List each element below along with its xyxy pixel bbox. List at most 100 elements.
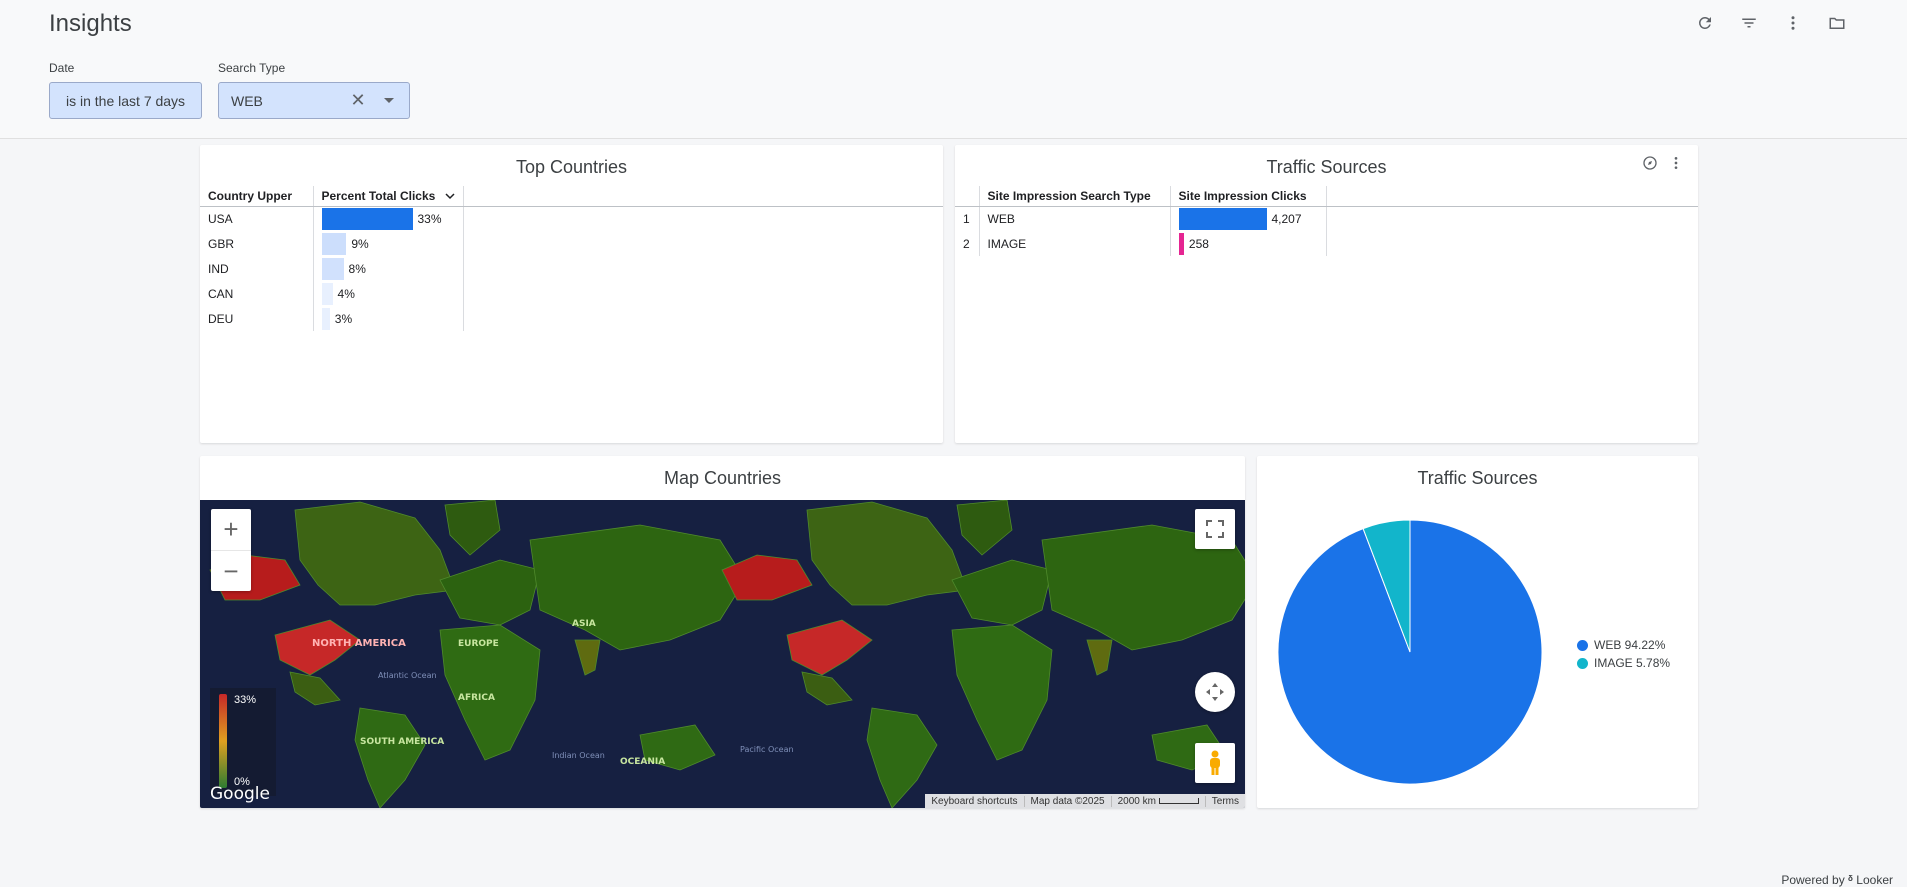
column-header-impression-clicks[interactable]: Site Impression Clicks bbox=[1170, 186, 1327, 207]
map-scale: 2000 km bbox=[1110, 795, 1205, 807]
more-vert-icon[interactable] bbox=[1783, 12, 1803, 34]
chevron-down-icon[interactable] bbox=[369, 83, 409, 118]
percent-label: 9% bbox=[351, 236, 369, 251]
zoom-out-button[interactable]: − bbox=[211, 550, 251, 591]
date-filter-label: Date bbox=[49, 61, 75, 75]
street-view-button[interactable] bbox=[1195, 743, 1235, 783]
percent-bar bbox=[321, 232, 347, 255]
percent-cell: 8% bbox=[313, 256, 464, 281]
legend-dot bbox=[1577, 639, 1588, 651]
legend-label: IMAGE 5.78% bbox=[1594, 656, 1671, 670]
pie-slice-image[interactable] bbox=[1362, 519, 1411, 653]
percent-cell: 3% bbox=[313, 306, 464, 331]
table-row[interactable]: DEU 3% bbox=[200, 306, 943, 331]
map-countries-title: Map Countries bbox=[663, 468, 782, 488]
sort-desc-icon[interactable] bbox=[445, 189, 455, 203]
date-filter: Date is in the last 7 days bbox=[49, 61, 203, 119]
pie-legend: WEB 94.22% IMAGE 5.78% bbox=[1577, 636, 1670, 672]
powered-by: Powered by ᵟ Looker bbox=[1781, 873, 1893, 887]
date-filter-value: is in the last 7 days bbox=[66, 92, 186, 109]
percent-bar bbox=[321, 307, 330, 330]
search-type-cell: IMAGE bbox=[979, 231, 1171, 256]
traffic-sources-table-title: Traffic Sources bbox=[1266, 157, 1387, 177]
country-cell: CAN bbox=[200, 281, 314, 306]
zoom-in-button[interactable]: + bbox=[223, 514, 239, 544]
table-row[interactable]: CAN 4% bbox=[200, 281, 943, 306]
table-row[interactable]: USA 33% bbox=[200, 206, 943, 231]
table-row[interactable]: 2 IMAGE 258 bbox=[955, 231, 1698, 256]
camera-control-button[interactable] bbox=[1195, 672, 1235, 712]
legend-gradient bbox=[219, 694, 227, 788]
column-header-percent-clicks[interactable]: Percent Total Clicks bbox=[313, 186, 464, 207]
percent-cell: 4% bbox=[313, 281, 464, 306]
clicks-bar bbox=[1178, 207, 1267, 230]
map-countries-card: Map Countries bbox=[200, 456, 1245, 808]
column-header-country[interactable]: Country Upper bbox=[200, 186, 314, 207]
map-layer: NORTH AMERICA SOUTH AMERICA EUROPE AFRIC… bbox=[209, 500, 1245, 808]
legend-label: WEB 94.22% bbox=[1594, 638, 1666, 652]
map-attribution: Keyboard shortcuts Map data ©2025 2000 k… bbox=[925, 794, 1245, 808]
continent-label-asia: ASIA bbox=[572, 619, 596, 629]
filter-icon[interactable] bbox=[1739, 12, 1759, 34]
search-type-cell: WEB bbox=[979, 206, 1171, 231]
row-number: 1 bbox=[955, 206, 980, 231]
more-vert-icon[interactable] bbox=[1670, 155, 1682, 176]
percent-label: 8% bbox=[348, 261, 366, 276]
legend-item-web[interactable]: WEB 94.22% bbox=[1577, 636, 1670, 654]
keyboard-shortcuts-link[interactable]: Keyboard shortcuts bbox=[931, 795, 1018, 807]
row-number: 2 bbox=[955, 231, 980, 256]
table-row[interactable]: IND 8% bbox=[200, 256, 943, 281]
search-type-select[interactable]: WEB ✕ bbox=[218, 82, 410, 119]
toolbar bbox=[1695, 12, 1847, 34]
country-cell: IND bbox=[200, 256, 314, 281]
traffic-sources-table-card: Traffic Sources Site Impression Search T… bbox=[955, 145, 1698, 443]
top-bar: Insights Date is in the last 7 days Sear… bbox=[0, 0, 1907, 139]
traffic-sources-table: Site Impression Search Type Site Impress… bbox=[955, 186, 1698, 256]
top-countries-table: Country Upper Percent Total Clicks USA 33… bbox=[200, 186, 943, 331]
legend-item-image[interactable]: IMAGE 5.78% bbox=[1577, 654, 1670, 672]
continent-label-oceania: OCEANIA bbox=[620, 757, 665, 767]
clicks-label: 258 bbox=[1188, 236, 1209, 251]
legend-min: 0% bbox=[234, 776, 250, 788]
map-data-text: Map data ©2025 bbox=[1023, 795, 1111, 807]
table-row[interactable]: 1 WEB 4,207 bbox=[955, 206, 1698, 231]
pegman-icon bbox=[1210, 750, 1220, 775]
looker-brand: Looker bbox=[1856, 873, 1893, 887]
search-type-filter: Search Type WEB ✕ bbox=[218, 61, 410, 119]
percent-bar bbox=[321, 282, 333, 305]
table-row[interactable]: GBR 9% bbox=[200, 231, 943, 256]
traffic-sources-pie-card: Traffic Sources WEB 94.22% IMAGE 5.78% bbox=[1257, 456, 1698, 808]
refresh-icon[interactable] bbox=[1695, 12, 1715, 34]
search-type-value: WEB bbox=[231, 92, 263, 109]
clear-icon[interactable]: ✕ bbox=[350, 90, 366, 110]
world-map[interactable]: NORTH AMERICA SOUTH AMERICA EUROPE AFRIC… bbox=[200, 500, 1245, 808]
pie-chart bbox=[1277, 519, 1543, 785]
column-header-search-type[interactable]: Site Impression Search Type bbox=[979, 186, 1171, 207]
continent-label-north-america: NORTH AMERICA bbox=[312, 638, 406, 649]
card-actions bbox=[1642, 155, 1682, 176]
fullscreen-icon bbox=[1206, 520, 1224, 538]
percent-label: 4% bbox=[337, 286, 355, 301]
folder-icon[interactable] bbox=[1827, 12, 1847, 34]
clicks-cell: 4,207 bbox=[1170, 206, 1327, 231]
google-logo: Google bbox=[210, 784, 270, 804]
percent-bar bbox=[321, 257, 344, 280]
terms-link[interactable]: Terms bbox=[1204, 795, 1245, 807]
percent-cell: 9% bbox=[313, 231, 464, 256]
top-countries-title: Top Countries bbox=[515, 157, 628, 177]
continent-label-europe: EUROPE bbox=[458, 639, 499, 649]
top-countries-card: Top Countries Country Upper Percent Tota… bbox=[200, 145, 943, 443]
fullscreen-button[interactable] bbox=[1195, 509, 1235, 549]
explore-icon[interactable] bbox=[1642, 155, 1658, 176]
country-cell: GBR bbox=[200, 231, 314, 256]
clicks-cell: 258 bbox=[1170, 231, 1327, 256]
legend-dot bbox=[1577, 657, 1588, 669]
map-color-legend: 33% 0% bbox=[210, 688, 276, 796]
legend-max: 33% bbox=[234, 694, 257, 706]
percent-label: 3% bbox=[334, 311, 353, 326]
percent-cell: 33% bbox=[313, 206, 464, 231]
date-filter-chip[interactable]: is in the last 7 days bbox=[49, 82, 203, 119]
clicks-label: 4,207 bbox=[1271, 211, 1302, 226]
percent-bar bbox=[321, 207, 413, 230]
ocean-label-pacific: Pacific Ocean bbox=[740, 745, 794, 754]
